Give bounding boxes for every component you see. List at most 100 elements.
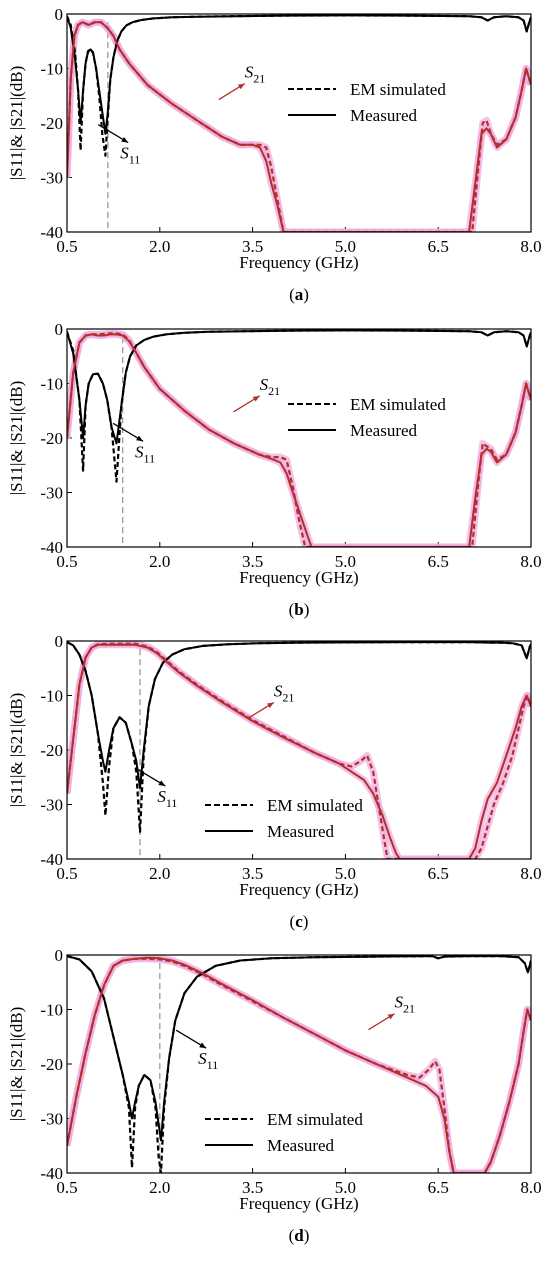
legend-measured-label: Measured <box>350 421 418 440</box>
panel-label-close: ) <box>303 912 309 931</box>
x-tick-label: 3.5 <box>242 552 263 571</box>
x-tick-label: 2.0 <box>149 1178 170 1197</box>
series-s21-halo <box>67 18 531 232</box>
y-axis-label: |S11|& |S21|(dB) <box>7 381 26 496</box>
chart-panel-a: 0 -10 -20 -30 -400.5 2.0 3.5 5.0 6.5 8.0 Frequency… <box>7 5 542 304</box>
s11-annotation-subscript: 11 <box>166 796 178 810</box>
y-tick-label: -10 <box>40 375 63 394</box>
x-tick-label: 8.0 <box>520 237 541 256</box>
y-tick-label: -30 <box>40 796 63 815</box>
panel-label-close: ) <box>304 1226 310 1245</box>
s21-annotation-main: S <box>395 993 404 1012</box>
s21-annotation-subscript: 21 <box>253 72 265 86</box>
y-tick-label: -20 <box>40 1055 63 1074</box>
panel-label: (c) <box>290 912 309 931</box>
s21-arrow-head <box>266 702 274 709</box>
series-s21-measured <box>67 956 531 1173</box>
x-tick-label: 3.5 <box>242 1178 263 1197</box>
x-tick-label: 6.5 <box>428 237 449 256</box>
panel-label-open: ( <box>289 285 295 304</box>
s11-annotation: S11 <box>135 442 155 465</box>
chart-panel-b: 0 -10 -20 -30 -400.5 2.0 3.5 5.0 6.5 8.0 Frequency… <box>7 320 542 619</box>
s11-annotation-subscript: 11 <box>207 1058 219 1072</box>
series-s21-measured <box>67 643 531 859</box>
y-tick-label: -20 <box>40 741 63 760</box>
panel-label-letter: c <box>295 912 303 931</box>
s21-annotation: S21 <box>395 993 416 1016</box>
s11-annotation: S11 <box>120 144 140 167</box>
series-s11-measured <box>67 14 531 135</box>
x-tick-label: 3.5 <box>242 864 263 883</box>
series-s21-em-simulated <box>67 21 531 232</box>
legend: EM simulated Measured <box>288 80 446 125</box>
x-tick-label: 2.0 <box>149 552 170 571</box>
plot-area <box>67 955 531 1173</box>
legend-em-simulated-label: EM simulated <box>267 796 363 815</box>
y-tick-label: -30 <box>40 484 63 503</box>
y-axis-label: |S11|& |S21|(dB) <box>7 1007 26 1122</box>
legend-measured-label: Measured <box>350 106 418 125</box>
series-s11-measured <box>67 955 531 1142</box>
x-tick-label: 6.5 <box>428 552 449 571</box>
x-tick-label: 0.5 <box>56 1178 77 1197</box>
legend-measured-label: Measured <box>267 822 335 841</box>
legend: EM simulated Measured <box>205 1110 363 1155</box>
s21-arrow-head <box>252 395 260 402</box>
x-tick-label: 5.0 <box>335 864 356 883</box>
y-tick-label: -40 <box>40 1164 63 1183</box>
y-tick-label: -10 <box>40 687 63 706</box>
s11-arrow-head <box>136 435 144 442</box>
chart-panel-c: 0 -10 -20 -30 -400.5 2.0 3.5 5.0 6.5 8.0 Frequency… <box>7 632 542 931</box>
s11-arrow-head <box>121 136 129 143</box>
axes-frame <box>66 328 532 548</box>
y-tick-label: 0 <box>55 946 64 965</box>
s21-annotation: S21 <box>274 681 295 704</box>
panel-label-open: ( <box>290 912 296 931</box>
series-s11-measured <box>67 329 531 445</box>
legend-em-simulated-label: EM simulated <box>267 1110 363 1129</box>
y-tick-label: 0 <box>55 632 64 651</box>
series-s21-measured <box>67 21 531 232</box>
panel-label-close: ) <box>304 600 310 619</box>
s21-annotation-main: S <box>260 375 269 394</box>
x-tick-label: 0.5 <box>56 864 77 883</box>
panel-label-close: ) <box>303 285 309 304</box>
x-axis-label: Frequency (GHz) <box>239 568 358 587</box>
panel-label-letter: b <box>294 600 303 619</box>
legend-em-simulated-label: EM simulated <box>350 395 446 414</box>
s21-annotation: S21 <box>245 63 266 86</box>
y-tick-label: -30 <box>40 169 63 188</box>
plot-area <box>67 329 531 547</box>
x-tick-label: 3.5 <box>242 237 263 256</box>
y-tick-label: -40 <box>40 223 63 242</box>
s21-arrow-head <box>237 83 245 90</box>
plot-area <box>67 14 531 232</box>
s21-annotation-main: S <box>274 681 283 700</box>
s11-annotation: S11 <box>198 1049 218 1072</box>
x-tick-label: 0.5 <box>56 237 77 256</box>
s11-annotation-main: S <box>120 144 129 163</box>
s11-annotation-subscript: 11 <box>144 451 156 465</box>
panel-label: (a) <box>289 285 309 304</box>
x-tick-label: 8.0 <box>520 552 541 571</box>
x-axis-label: Frequency (GHz) <box>239 1194 358 1213</box>
x-tick-label: 0.5 <box>56 552 77 571</box>
legend-measured-label: Measured <box>267 1136 335 1155</box>
y-tick-label: -40 <box>40 850 63 869</box>
s11-annotation-main: S <box>135 442 144 461</box>
s11-arrow-head <box>199 1042 207 1049</box>
s21-annotation-main: S <box>245 63 254 82</box>
series-s11-measured <box>67 641 531 790</box>
s11-annotation-subscript: 11 <box>129 153 141 167</box>
y-axis-label: |S11|& |S21|(dB) <box>7 66 26 181</box>
series-s11-em-simulated <box>67 14 531 157</box>
x-tick-label: 8.0 <box>520 1178 541 1197</box>
axes-frame <box>66 954 532 1174</box>
y-tick-label: -40 <box>40 538 63 557</box>
series-s21-halo <box>67 18 531 232</box>
s21-annotation: S21 <box>260 375 281 398</box>
s11-arrow-head <box>158 780 166 786</box>
s11-annotation-main: S <box>198 1049 207 1068</box>
x-tick-label: 5.0 <box>335 237 356 256</box>
